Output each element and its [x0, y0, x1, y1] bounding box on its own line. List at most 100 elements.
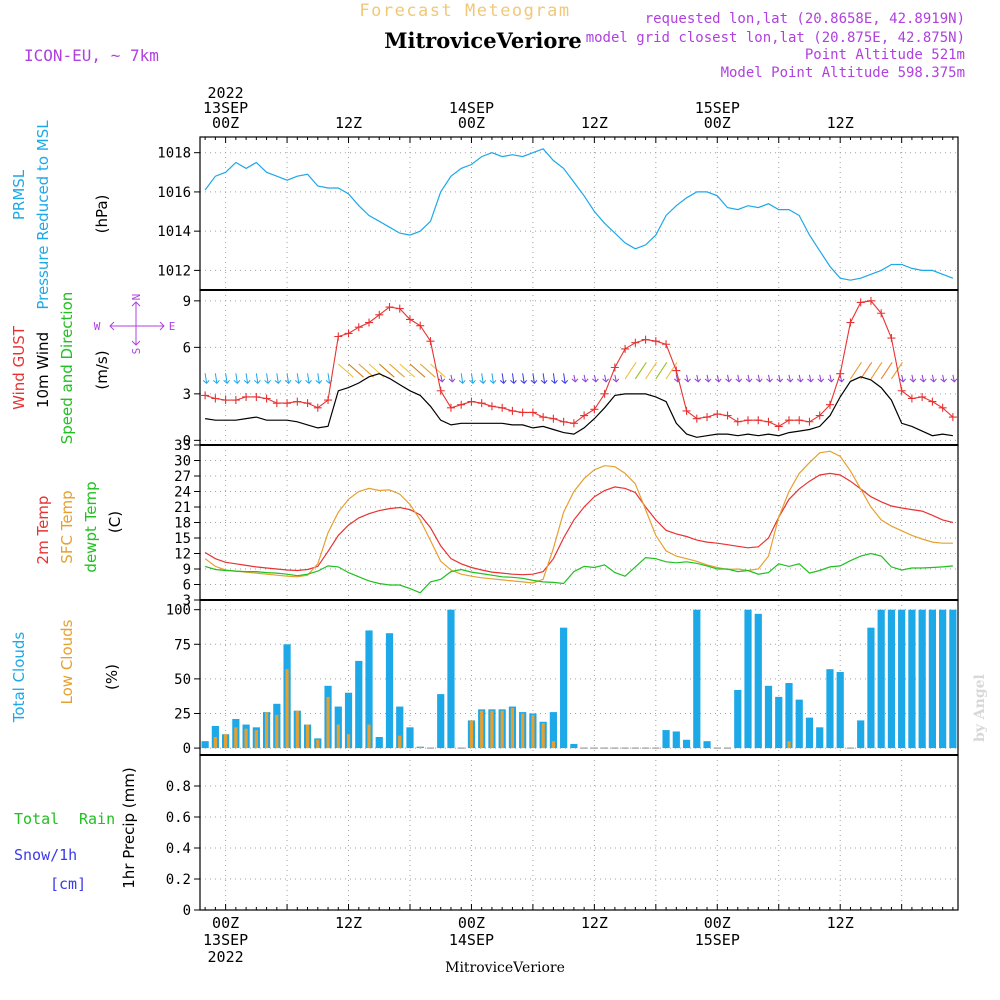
precip-ytick-label: 0.8	[166, 779, 191, 795]
gust-marker	[631, 338, 640, 347]
total-cloud-bar	[754, 613, 762, 749]
low-cloud-bar	[418, 746, 422, 749]
wind-arrow	[655, 361, 668, 380]
wind-arrow	[501, 373, 505, 384]
wind-arrow-head	[243, 379, 251, 385]
total-cloud-bar	[775, 696, 783, 749]
wind-arrow	[450, 374, 453, 382]
total-cloud-bar	[857, 720, 865, 749]
wind-arrow-head	[438, 378, 446, 383]
total-cloud-bar	[672, 731, 680, 749]
wind-arrow-head	[919, 378, 927, 383]
total-cloud-bar	[703, 741, 711, 749]
wind-arrow-head	[571, 378, 579, 383]
wind-arrow-head	[551, 379, 558, 385]
total-cloud-bar	[355, 660, 363, 749]
total-cloud-bar	[744, 609, 752, 749]
wind-arrow-head	[305, 379, 312, 385]
low-cloud-bar	[521, 713, 525, 749]
wind-arrow-head	[745, 378, 753, 383]
low-cloud-bar	[244, 728, 248, 749]
total-cloud-bar	[570, 743, 578, 749]
wind-arrow	[235, 373, 238, 384]
temperature-ytick-label: 18	[174, 516, 191, 532]
wind-arrow	[696, 374, 699, 382]
wind-arrow	[634, 361, 647, 380]
wind-label-speed: Speed and Direction	[58, 292, 76, 445]
gust-marker	[928, 397, 937, 406]
gust-marker	[528, 408, 537, 417]
x-axis-label: MitroviceVeriore	[445, 960, 565, 976]
temperature-ytick-label: 30	[174, 454, 191, 470]
wind-arrow	[266, 373, 269, 384]
wind-arrow	[911, 374, 914, 382]
wind-arrow	[337, 363, 354, 378]
gust-marker	[733, 417, 742, 426]
wind-arrow-head	[827, 378, 835, 383]
tsfc-line	[204, 450, 953, 584]
precip-ytick-label: 0	[183, 903, 191, 919]
wind-arrow	[849, 361, 862, 380]
top-time-label: 00Z	[212, 114, 239, 132]
wind-arrow	[583, 374, 587, 382]
requested-coords: requested lon,lat (20.8658E, 42.8919N)	[645, 11, 965, 27]
wind-arrow-head	[837, 378, 845, 383]
wind-arrow-head	[899, 378, 907, 383]
gust-marker	[365, 318, 374, 327]
wind-arrow	[829, 374, 832, 382]
wind-arrow-head	[202, 379, 210, 385]
wind-arrow-head	[602, 378, 609, 383]
wind-arrow-head	[807, 378, 814, 383]
wind-arrow-head	[448, 378, 456, 383]
wind-arrow	[819, 374, 822, 382]
gust-marker	[866, 296, 875, 305]
gust-marker	[610, 363, 619, 372]
total-cloud-bar	[447, 609, 455, 749]
temperature-frame	[199, 444, 959, 601]
wind-arrow	[491, 373, 494, 384]
gust-marker	[477, 399, 486, 408]
wind-arrow	[296, 373, 300, 384]
wind-arrow	[942, 374, 945, 382]
chart-subtitle: Forecast Meteogram	[359, 1, 570, 21]
gust-marker	[590, 405, 599, 414]
temperature-panel-labels: 2m Temp SFC Temp dewpt Temp (C)	[34, 481, 124, 572]
temperature-ytick-label: 33	[174, 438, 191, 454]
total-cloud-bar	[734, 689, 742, 749]
wind-arrow	[378, 363, 395, 378]
gust-marker	[344, 329, 353, 338]
gust-marker	[784, 416, 793, 425]
wind-arrow-head	[489, 379, 497, 385]
low-cloud-bar	[254, 730, 258, 749]
clouds-label-total: Total Clouds	[10, 632, 28, 724]
precip-ytick-label: 0.4	[166, 841, 191, 857]
gust-marker	[764, 417, 773, 426]
gust-marker	[754, 416, 763, 425]
gust-marker	[446, 403, 455, 412]
wind-arrow-head	[735, 378, 743, 383]
wind-panel-labels: Wind GUST 10m Wind Speed and Direction (…	[10, 292, 175, 445]
low-cloud-bar	[285, 669, 289, 749]
wind-arrow-head	[909, 378, 917, 383]
wind-arrow-head	[561, 379, 569, 385]
model-label: ICON-EU, ~ 7km	[24, 46, 159, 65]
wind-arrow	[870, 361, 883, 380]
temperature-ytick-label: 6	[183, 578, 191, 594]
gust-marker	[907, 394, 916, 403]
low-cloud-bar	[787, 741, 791, 749]
wind-arrow	[860, 361, 873, 380]
clouds-ytick-label: 25	[174, 706, 191, 722]
gust-marker	[262, 394, 271, 403]
wind-arrow	[716, 374, 720, 382]
gust-marker	[877, 309, 886, 318]
total-cloud-bar	[375, 737, 383, 749]
gust-marker	[201, 391, 210, 400]
precip-ytick-label: 0.6	[166, 810, 191, 826]
wind-arrow	[307, 373, 310, 384]
wind-arrow-head	[796, 378, 804, 383]
low-cloud-bar	[490, 710, 494, 749]
temp-label-sfc: SFC Temp	[58, 490, 76, 563]
gust-marker	[692, 414, 701, 423]
gust-marker	[416, 321, 425, 330]
total-cloud-bar	[201, 741, 209, 749]
